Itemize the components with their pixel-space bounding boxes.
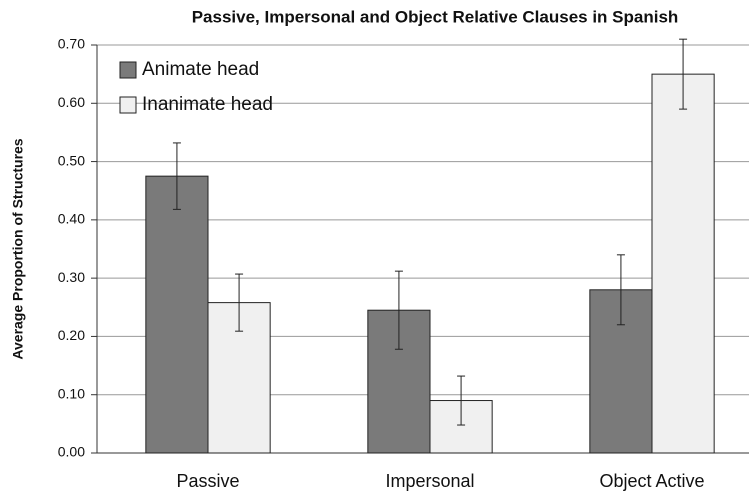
y-axis-label: Average Proportion of Structures bbox=[10, 138, 26, 359]
y-tick-label: 0.60 bbox=[58, 94, 85, 110]
x-tick-label: Passive bbox=[176, 471, 239, 491]
legend-label: Inanimate head bbox=[142, 94, 273, 115]
y-tick-label: 0.50 bbox=[58, 152, 85, 168]
x-tick-label: Impersonal bbox=[385, 471, 474, 491]
y-tick-label: 0.10 bbox=[58, 385, 85, 401]
bar bbox=[651, 73, 715, 454]
y-tick-label: 0.40 bbox=[58, 211, 85, 227]
y-tick-label: 0.20 bbox=[58, 327, 85, 343]
legend-label: Animate head bbox=[142, 59, 259, 80]
y-tick-label: 0.00 bbox=[58, 444, 85, 460]
y-tick-label: 0.70 bbox=[58, 36, 85, 52]
bar bbox=[145, 175, 209, 454]
chart-title: Passive, Impersonal and Object Relative … bbox=[192, 7, 679, 26]
y-tick-label: 0.30 bbox=[58, 269, 85, 285]
legend-swatch bbox=[119, 96, 137, 114]
legend-swatch bbox=[119, 61, 137, 79]
x-tick-label: Object Active bbox=[599, 471, 704, 491]
bar bbox=[429, 400, 493, 454]
